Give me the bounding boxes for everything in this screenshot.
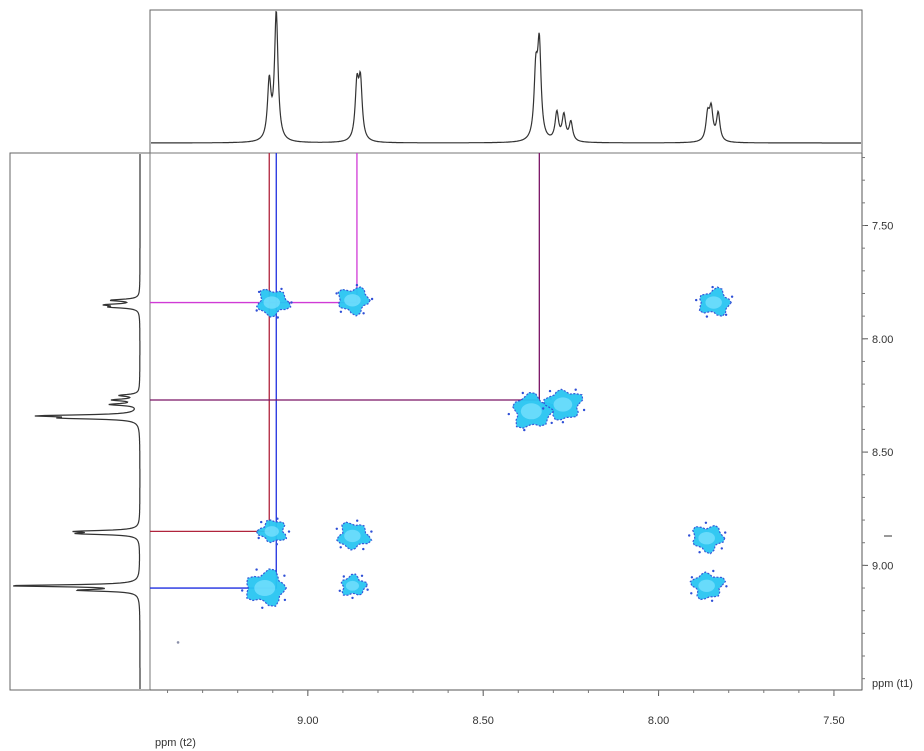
y-tick-label: 8.50 xyxy=(872,447,893,459)
contour-speckle xyxy=(351,596,354,600)
contour-speckle xyxy=(366,588,369,591)
contour-speckle xyxy=(698,551,701,554)
top-1d-projection-spectrum xyxy=(151,10,861,144)
contour-speckle xyxy=(362,312,365,315)
contour-speckle xyxy=(260,520,263,524)
contour-peak xyxy=(255,287,293,319)
contour-speckle xyxy=(507,412,510,416)
contour-speckle xyxy=(360,574,364,577)
correlation-line xyxy=(150,153,540,401)
contour-speckle xyxy=(276,517,279,520)
contour-speckle xyxy=(574,388,577,391)
contour-speckle xyxy=(521,391,524,395)
contour-inner xyxy=(698,531,715,545)
contour-speckle xyxy=(335,527,338,530)
contour-inner xyxy=(254,580,276,597)
y-axis-title: ppm (t1) xyxy=(872,678,913,690)
contour-speckle xyxy=(710,599,714,602)
contour-speckle xyxy=(283,574,286,577)
correlation-line xyxy=(150,153,277,589)
left-1d-projection-spectrum xyxy=(13,154,141,689)
x-tick-label: 8.50 xyxy=(472,715,493,727)
contour-speckle xyxy=(283,598,287,602)
contour-speckle xyxy=(335,292,338,295)
contour-speckle xyxy=(705,315,709,318)
plot-area-frame xyxy=(149,152,863,691)
contour-peak xyxy=(695,285,734,318)
contour-speckle xyxy=(582,408,586,412)
contour-speckle xyxy=(712,569,715,573)
contour-speckle xyxy=(257,290,261,294)
contour-peak xyxy=(335,283,374,317)
contour-speckle xyxy=(690,576,694,579)
top-projection-frame xyxy=(149,9,863,154)
contour-speckle xyxy=(342,575,345,578)
contour-inner xyxy=(553,397,573,412)
contour-peak xyxy=(255,517,291,546)
contour-speckle xyxy=(338,589,341,592)
contour-peak xyxy=(542,388,586,424)
contour-peaks xyxy=(176,283,734,644)
contour-speckle xyxy=(704,521,708,524)
contour-speckle xyxy=(724,531,727,534)
contour-inner xyxy=(344,529,361,543)
contour-inner xyxy=(520,403,542,420)
contour-peak xyxy=(241,568,288,609)
contour-inner xyxy=(344,294,361,307)
x-axis: 9.00 8.50 8.00 7.50 xyxy=(150,689,862,727)
correlation-line xyxy=(150,153,270,533)
contour-speckle xyxy=(688,534,691,537)
y-tick-label: 8.00 xyxy=(872,334,893,346)
contour-speckle xyxy=(725,585,728,588)
x-axis-title: ppm (t2) xyxy=(155,737,196,749)
contour-speckle xyxy=(542,407,545,410)
contour-inner xyxy=(263,296,281,309)
contour-inner xyxy=(698,579,715,592)
contour-speckle xyxy=(711,285,714,289)
contour-peak xyxy=(507,391,556,432)
contour-speckle xyxy=(339,310,343,313)
contour-inner xyxy=(705,296,722,309)
contour-speckle xyxy=(356,519,359,522)
contour-speckle xyxy=(290,301,293,304)
noise-dot xyxy=(176,641,180,644)
contour-speckle xyxy=(690,592,693,595)
contour-speckle xyxy=(730,295,734,298)
x-tick-label: 9.00 xyxy=(297,715,318,727)
contour-speckle xyxy=(261,606,264,609)
contour-inner xyxy=(345,580,360,591)
contour-speckle xyxy=(724,313,728,316)
contour-speckle xyxy=(280,287,283,291)
contour-peak xyxy=(688,521,727,555)
contour-speckle xyxy=(339,546,342,549)
contour-speckle xyxy=(550,421,553,425)
contour-speckle xyxy=(275,543,278,546)
contour-speckle xyxy=(370,530,373,533)
y-tick-label: 7.50 xyxy=(872,221,893,233)
contour-speckle xyxy=(561,421,565,424)
contour-speckle xyxy=(370,297,374,301)
contour-peak xyxy=(335,519,373,551)
contour-speckle xyxy=(362,547,365,551)
contour-peak xyxy=(338,573,369,600)
contour-inner xyxy=(264,526,279,537)
contour-speckle xyxy=(355,283,359,287)
x-tick-label: 8.00 xyxy=(648,715,669,727)
contour-speckle xyxy=(276,316,279,319)
correlation-line xyxy=(150,153,358,304)
contour-speckle xyxy=(695,298,698,302)
y-tick-label: 9.00 xyxy=(872,560,893,572)
contour-peak xyxy=(689,569,728,602)
contour-speckle xyxy=(548,389,552,393)
contour-speckle xyxy=(523,428,526,432)
contour-speckle xyxy=(255,568,258,571)
contour-speckle xyxy=(255,309,258,312)
contour-speckle xyxy=(287,530,291,533)
contour-speckle xyxy=(720,547,723,550)
contour-speckle xyxy=(257,536,260,540)
contour-speckle xyxy=(241,589,244,592)
x-tick-label: 7.50 xyxy=(823,715,844,727)
y-axis: 7.50 8.00 8.50 9.00 xyxy=(861,153,893,690)
